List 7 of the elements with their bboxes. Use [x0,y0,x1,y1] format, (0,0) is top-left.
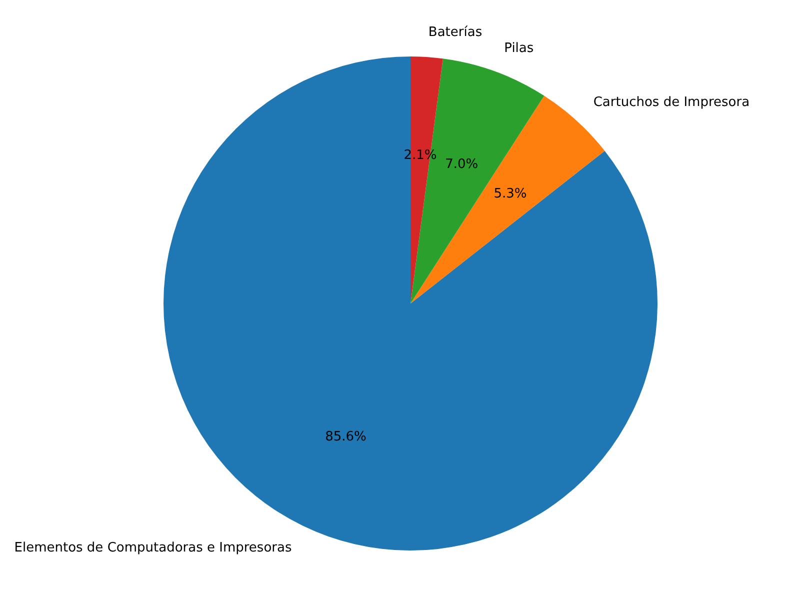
data-label: 5.3% [494,186,527,202]
slice-label: Pilas [504,40,534,56]
slice-label: Elementos de Computadoras e Impresoras [14,540,292,556]
slice-label: Baterías [428,24,482,40]
slice-label: Cartuchos de Impresora [593,95,750,110]
data-label: 85.6% [325,429,366,444]
data-label: 7.0% [445,156,478,172]
